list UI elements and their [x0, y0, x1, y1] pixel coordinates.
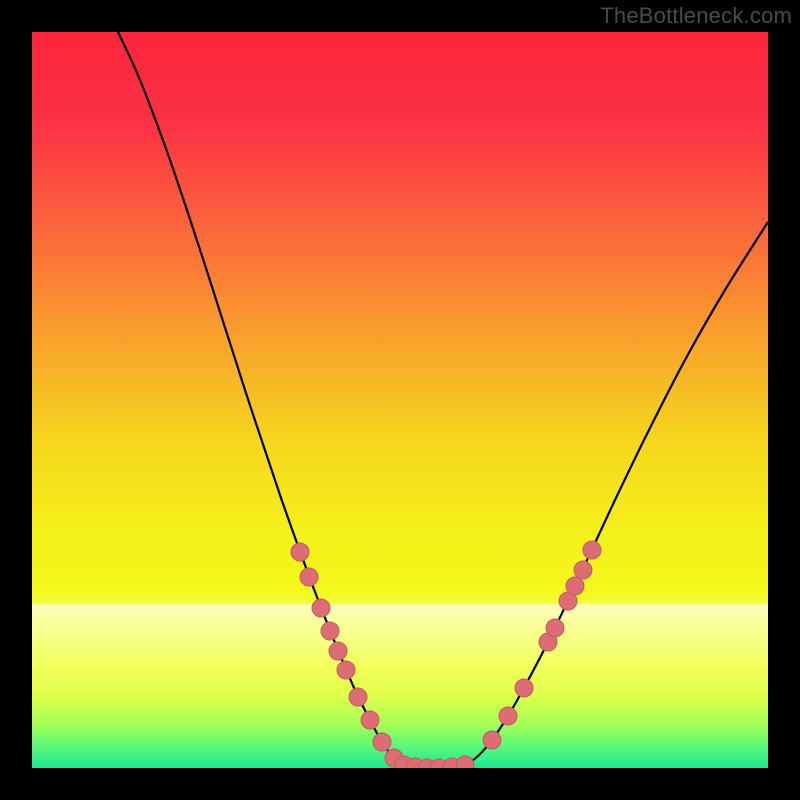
data-marker	[361, 711, 379, 729]
data-marker	[574, 561, 592, 579]
data-marker	[546, 619, 564, 637]
data-marker	[337, 661, 355, 679]
data-marker	[583, 541, 601, 559]
gradient-background	[32, 32, 768, 768]
bottleneck-chart: TheBottleneck.com	[0, 0, 800, 800]
data-marker	[349, 688, 367, 706]
data-marker	[515, 679, 533, 697]
data-marker	[483, 731, 501, 749]
data-marker	[321, 622, 339, 640]
data-marker	[373, 733, 391, 751]
watermark-label: TheBottleneck.com	[600, 3, 792, 29]
data-marker	[329, 642, 347, 660]
chart-svg	[0, 0, 800, 800]
data-marker	[499, 707, 517, 725]
data-marker	[566, 577, 584, 595]
data-marker	[300, 568, 318, 586]
data-marker	[312, 599, 330, 617]
data-marker	[291, 543, 309, 561]
